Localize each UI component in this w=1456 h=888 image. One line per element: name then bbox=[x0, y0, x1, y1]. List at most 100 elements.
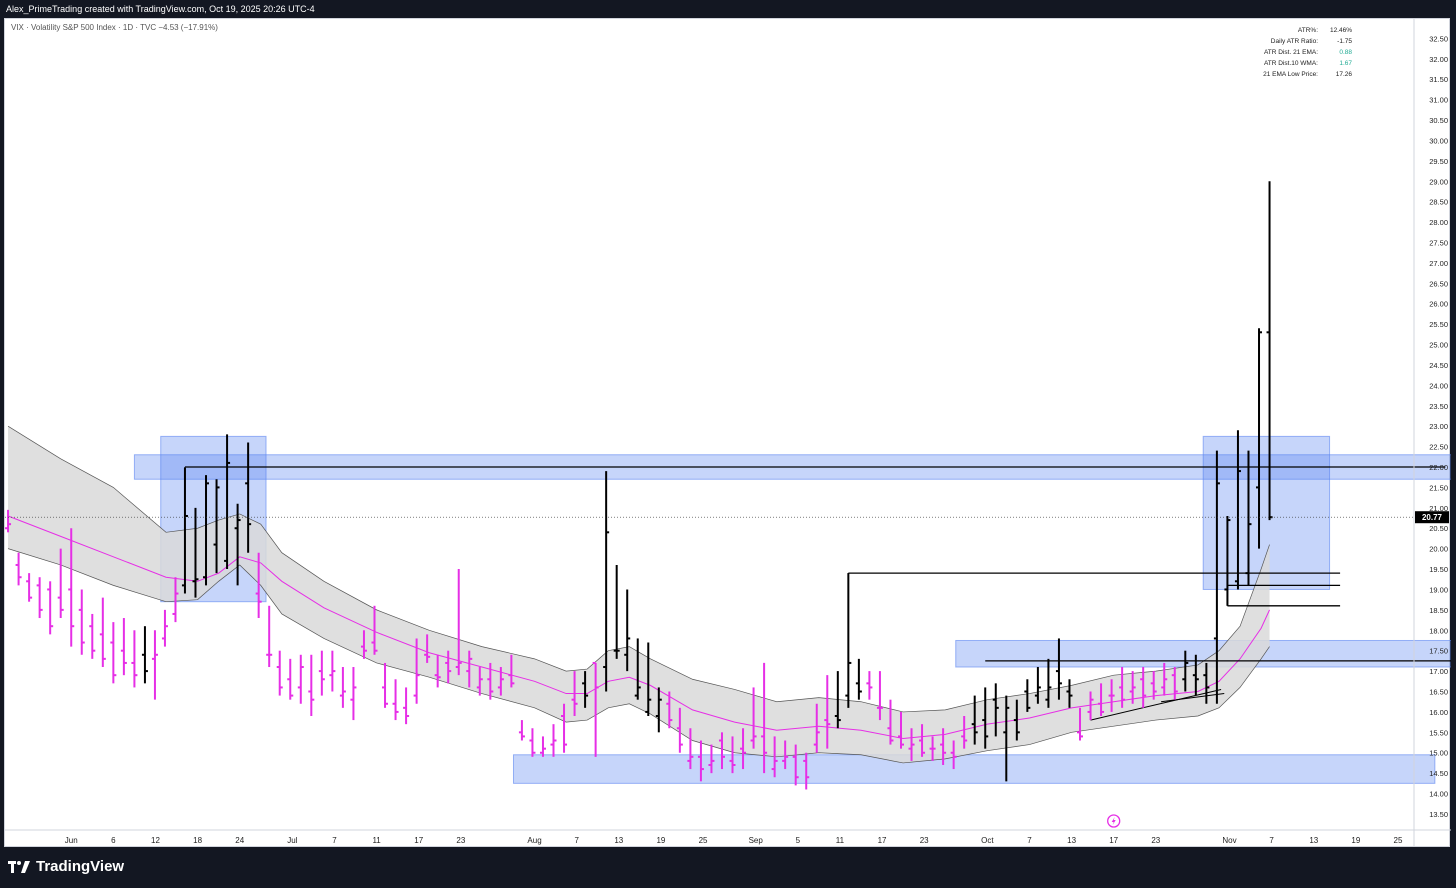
ohlc-bar bbox=[455, 569, 462, 676]
ohlc-bar bbox=[131, 630, 138, 688]
ohlc-bar bbox=[57, 548, 64, 619]
price-tick-label: 16.50 bbox=[1429, 688, 1448, 697]
time-tick-label: 11 bbox=[372, 836, 381, 845]
ohlc-bar bbox=[624, 589, 631, 672]
ohlc-bar bbox=[1192, 654, 1199, 696]
price-tick-label: 16.00 bbox=[1429, 708, 1448, 717]
ohlc-bar bbox=[824, 675, 831, 749]
stats-row: Daily ATR Ratio: -1.75 bbox=[1260, 36, 1355, 47]
ohlc-bar bbox=[761, 662, 768, 774]
ohlc-bar bbox=[151, 630, 158, 700]
time-tick-label: 19 bbox=[656, 836, 665, 845]
tradingview-logo[interactable]: TradingView bbox=[8, 858, 124, 875]
ohlc-bar bbox=[234, 503, 241, 586]
time-tick-label: 11 bbox=[836, 836, 845, 845]
time-tick-label: 17 bbox=[1109, 836, 1118, 845]
price-tick-label: 28.50 bbox=[1429, 198, 1448, 207]
trend-line bbox=[1090, 688, 1222, 721]
price-tick-label: 15.50 bbox=[1429, 728, 1448, 737]
ohlc-bar bbox=[245, 442, 252, 553]
ohlc-bar bbox=[445, 650, 452, 684]
ohlc-bar bbox=[392, 679, 399, 721]
ohlc-bar bbox=[940, 728, 947, 765]
ohlc-bar bbox=[350, 667, 357, 721]
ohlc-bar bbox=[47, 581, 54, 635]
tradingview-wordmark: TradingView bbox=[36, 858, 125, 875]
ohlc-bar bbox=[161, 609, 168, 647]
ohlc-bar bbox=[403, 687, 410, 725]
ohlc-bar bbox=[718, 732, 725, 770]
time-tick-label: 19 bbox=[1351, 836, 1360, 845]
ohlc-bar bbox=[318, 650, 325, 696]
ohlc-bar bbox=[1013, 699, 1020, 741]
time-tick-label: 7 bbox=[1027, 836, 1032, 845]
price-tick-label: 32.00 bbox=[1429, 55, 1448, 64]
ohlc-bar bbox=[497, 667, 504, 696]
ohlc-bar bbox=[89, 613, 96, 659]
stats-row: ATR Dist. 21 EMA: 0.88 bbox=[1260, 47, 1355, 58]
ohlc-bar bbox=[645, 642, 652, 717]
time-tick-label: 18 bbox=[193, 836, 202, 845]
stats-value: -1.75 bbox=[1337, 38, 1352, 45]
ohlc-bar bbox=[5, 509, 12, 533]
price-chart[interactable]: 13.50 14.00 14.50 15.00 15.50 16.00 16.50 17.00… bbox=[5, 19, 1451, 848]
ohlc-bar bbox=[1140, 667, 1147, 708]
band-upper-line bbox=[7, 425, 1270, 713]
time-tick-label: 7 bbox=[574, 836, 579, 845]
stats-label: ATR Dist.10 WMA: bbox=[1263, 60, 1318, 67]
price-tick-label: 20.50 bbox=[1429, 524, 1448, 533]
price-tick-label: 14.50 bbox=[1429, 769, 1448, 778]
time-tick-label: 17 bbox=[878, 836, 887, 845]
ohlc-bar bbox=[466, 650, 473, 688]
ohlc-bar bbox=[792, 744, 799, 786]
ohlc-bar bbox=[897, 711, 904, 749]
ohlc-bar bbox=[1245, 450, 1252, 586]
time-tick-label: 13 bbox=[1309, 836, 1318, 845]
price-tick-label: 21.50 bbox=[1429, 483, 1448, 492]
stats-label: ATR%: bbox=[1297, 27, 1318, 34]
ohlc-bar bbox=[110, 622, 117, 684]
time-tick-label: Jul bbox=[287, 836, 297, 845]
ohlc-bar bbox=[1066, 679, 1073, 708]
ohlc-bar bbox=[1213, 450, 1220, 704]
ohlc-bar bbox=[192, 507, 199, 598]
time-tick-label: Aug bbox=[527, 836, 541, 845]
time-tick-label: 5 bbox=[796, 836, 801, 845]
ohlc-bar bbox=[1055, 638, 1062, 700]
chart-attribution-bar: Alex_PrimeTrading created with TradingVi… bbox=[0, 0, 1456, 18]
ohlc-bar bbox=[866, 671, 873, 700]
ohlc-bar bbox=[982, 687, 989, 749]
price-tick-label: 26.50 bbox=[1429, 279, 1448, 288]
ohlc-bar bbox=[992, 683, 999, 737]
time-tick-label: 13 bbox=[1067, 836, 1076, 845]
ohlc-bar bbox=[78, 589, 85, 655]
ohlc-bar bbox=[539, 736, 546, 757]
price-tick-label: 23.50 bbox=[1429, 402, 1448, 411]
symbol-legend[interactable]: VIX · Volatility S&P 500 Index · 1D · TV… bbox=[11, 23, 218, 32]
price-tick-label: 31.00 bbox=[1429, 96, 1448, 105]
ohlc-bar bbox=[1045, 658, 1052, 708]
ohlc-bar bbox=[287, 658, 294, 700]
ohlc-bar bbox=[371, 605, 378, 655]
ohlc-bar bbox=[771, 736, 778, 778]
price-tick-label: 18.50 bbox=[1429, 606, 1448, 615]
ohlc-bar bbox=[782, 740, 789, 770]
time-tick-label: 24 bbox=[235, 836, 244, 845]
stats-value: 17.26 bbox=[1335, 71, 1352, 78]
price-tick-label: 23.00 bbox=[1429, 422, 1448, 431]
ohlc-bar bbox=[68, 528, 75, 647]
ohlc-bar bbox=[929, 736, 936, 761]
ohlc-bar bbox=[740, 728, 747, 770]
axis-layer: 13.50 14.00 14.50 15.00 15.50 16.00 16.50 17.00… bbox=[5, 19, 1451, 848]
chart-panel[interactable]: 13.50 14.00 14.50 15.00 15.50 16.00 16.50 17.00… bbox=[4, 18, 1451, 848]
ohlc-bar bbox=[1087, 691, 1094, 721]
ohlc-bar bbox=[1224, 515, 1231, 606]
ohlc-bar bbox=[141, 626, 148, 684]
ohlc-bar bbox=[887, 699, 894, 745]
price-tick-label: 22.50 bbox=[1429, 443, 1448, 452]
ohlc-bar bbox=[561, 703, 568, 753]
ohlc-bar bbox=[708, 744, 715, 774]
ohlc-bar bbox=[971, 695, 978, 745]
time-tick-label: 7 bbox=[332, 836, 337, 845]
last-price-badge bbox=[1415, 511, 1449, 524]
